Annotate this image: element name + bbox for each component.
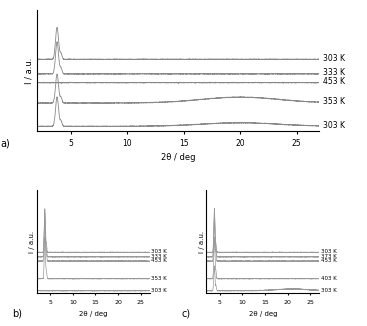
- Text: b): b): [12, 308, 22, 318]
- Text: 303 K: 303 K: [151, 288, 167, 293]
- X-axis label: 2θ / deg: 2θ / deg: [161, 153, 195, 162]
- Text: 353 K: 353 K: [151, 275, 167, 281]
- Text: 303 K: 303 K: [321, 249, 337, 254]
- Text: 353 K: 353 K: [323, 97, 345, 106]
- Text: 303 K: 303 K: [323, 121, 345, 130]
- Text: 303 K: 303 K: [151, 249, 167, 254]
- Text: 333 K: 333 K: [151, 254, 167, 259]
- Text: 403 K: 403 K: [321, 275, 337, 281]
- X-axis label: 2θ / deg: 2θ / deg: [248, 311, 277, 317]
- Text: 453 K: 453 K: [151, 258, 167, 263]
- Text: a): a): [0, 139, 10, 149]
- Text: 453 K: 453 K: [323, 77, 345, 86]
- Text: 303 K: 303 K: [323, 54, 345, 63]
- Y-axis label: I / a.u.: I / a.u.: [29, 230, 35, 253]
- Y-axis label: I / a.u.: I / a.u.: [199, 230, 205, 253]
- Text: 333 K: 333 K: [323, 68, 345, 77]
- Y-axis label: I / a.u.: I / a.u.: [25, 57, 34, 83]
- Text: 453 K: 453 K: [321, 258, 337, 263]
- X-axis label: 2θ / deg: 2θ / deg: [79, 311, 108, 317]
- Text: 373 K: 373 K: [321, 254, 337, 259]
- Text: 303 K: 303 K: [321, 288, 337, 293]
- Text: c): c): [181, 308, 190, 318]
